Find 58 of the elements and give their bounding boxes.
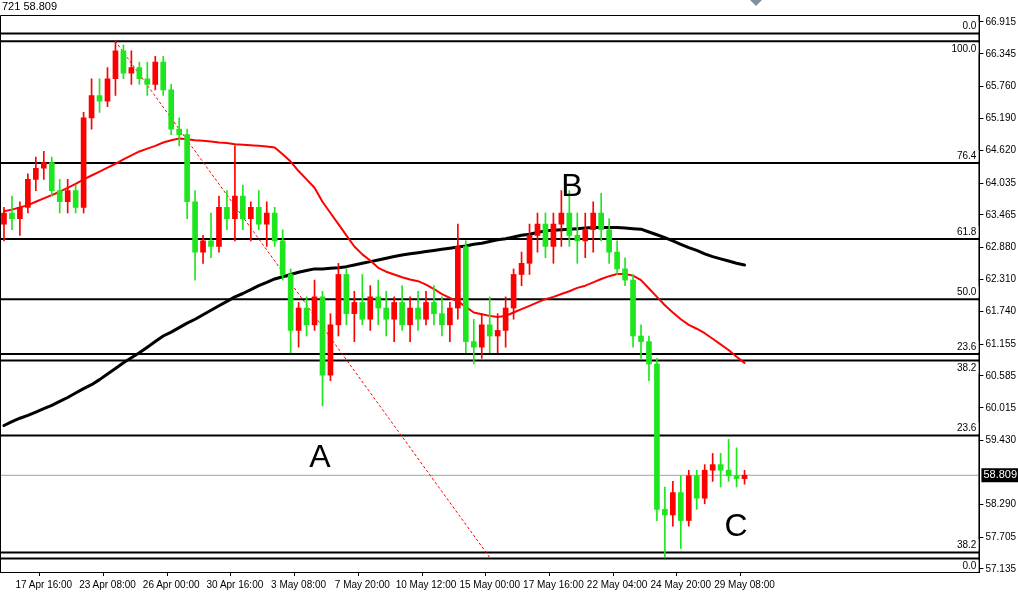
y-tick-label: 57.135 — [985, 562, 1017, 574]
y-tick-label: 61.740 — [985, 305, 1017, 317]
annotation: 0.0 — [962, 20, 977, 32]
x-tick-label: 22 May 04:00 — [586, 578, 648, 590]
candlestick — [40, 151, 47, 180]
y-tick-label: 64.035 — [985, 176, 1017, 188]
y-tick-label: 60.015 — [985, 401, 1017, 413]
y-tick-label: 60.585 — [985, 369, 1017, 381]
candlestick — [638, 324, 644, 359]
x-tick-label: 30 Apr 16:00 — [206, 578, 264, 590]
x-tick-label: 29 May 08:00 — [714, 578, 776, 590]
x-tick-label: 17 Apr 16:00 — [15, 578, 73, 590]
annotation: 50.0 — [956, 286, 977, 298]
x-tick-label: 24 May 20:00 — [650, 578, 712, 590]
ref-line-label: 58.809 — [983, 468, 1018, 481]
x-tick-label: 7 May 20:00 — [334, 578, 391, 590]
annotation: 61.8 — [956, 225, 977, 237]
candlestick — [470, 318, 477, 365]
candlestick — [574, 212, 581, 264]
x-tick-label: 17 May 16:00 — [523, 578, 585, 590]
x-tick-label: 15 May 00:00 — [459, 578, 521, 590]
annotation: 23.6 — [956, 422, 977, 434]
y-tick-label: 62.880 — [985, 241, 1017, 253]
candlestick — [486, 296, 493, 354]
annotation: 38.2 — [956, 539, 977, 551]
y-tick-label: 58.290 — [985, 498, 1017, 510]
candlestick — [375, 279, 382, 326]
candlestick — [263, 201, 270, 247]
candlestick — [176, 117, 182, 147]
annotation: C — [724, 506, 748, 543]
x-tick-label: 23 Apr 08:00 — [79, 578, 137, 590]
candlestick — [662, 486, 668, 558]
annotation: 38.2 — [956, 362, 977, 374]
candlestick — [9, 195, 15, 231]
annotation: 0.0 — [962, 560, 977, 572]
candlestick — [208, 212, 214, 259]
annotation: A — [309, 437, 332, 474]
y-tick-label: 61.155 — [985, 337, 1017, 349]
y-tick-label: 63.465 — [985, 208, 1017, 220]
y-tick-label: 65.760 — [985, 80, 1017, 92]
x-tick-label: 10 May 12:00 — [395, 578, 457, 590]
y-tick-label: 65.190 — [985, 112, 1017, 124]
candlestick — [144, 61, 151, 96]
annotation: 100.0 — [951, 43, 977, 55]
y-tick-label: 66.915 — [985, 15, 1017, 27]
annotation: 23.6 — [956, 340, 977, 352]
annotation: 76.4 — [956, 149, 977, 161]
y-tick-label: 66.345 — [985, 47, 1017, 59]
y-tick-label: 62.310 — [985, 273, 1017, 285]
annotation: B — [561, 166, 583, 203]
x-tick-label: 3 May 08:00 — [271, 578, 327, 590]
y-tick-label: 64.620 — [985, 144, 1017, 156]
text: 721 58.809 — [2, 0, 58, 13]
candlestick — [232, 145, 238, 242]
x-tick-label: 26 Apr 00:00 — [142, 578, 200, 590]
y-tick-label: 57.705 — [985, 530, 1017, 542]
candlestick — [494, 313, 501, 354]
y-tick-label: 59.430 — [985, 434, 1017, 446]
